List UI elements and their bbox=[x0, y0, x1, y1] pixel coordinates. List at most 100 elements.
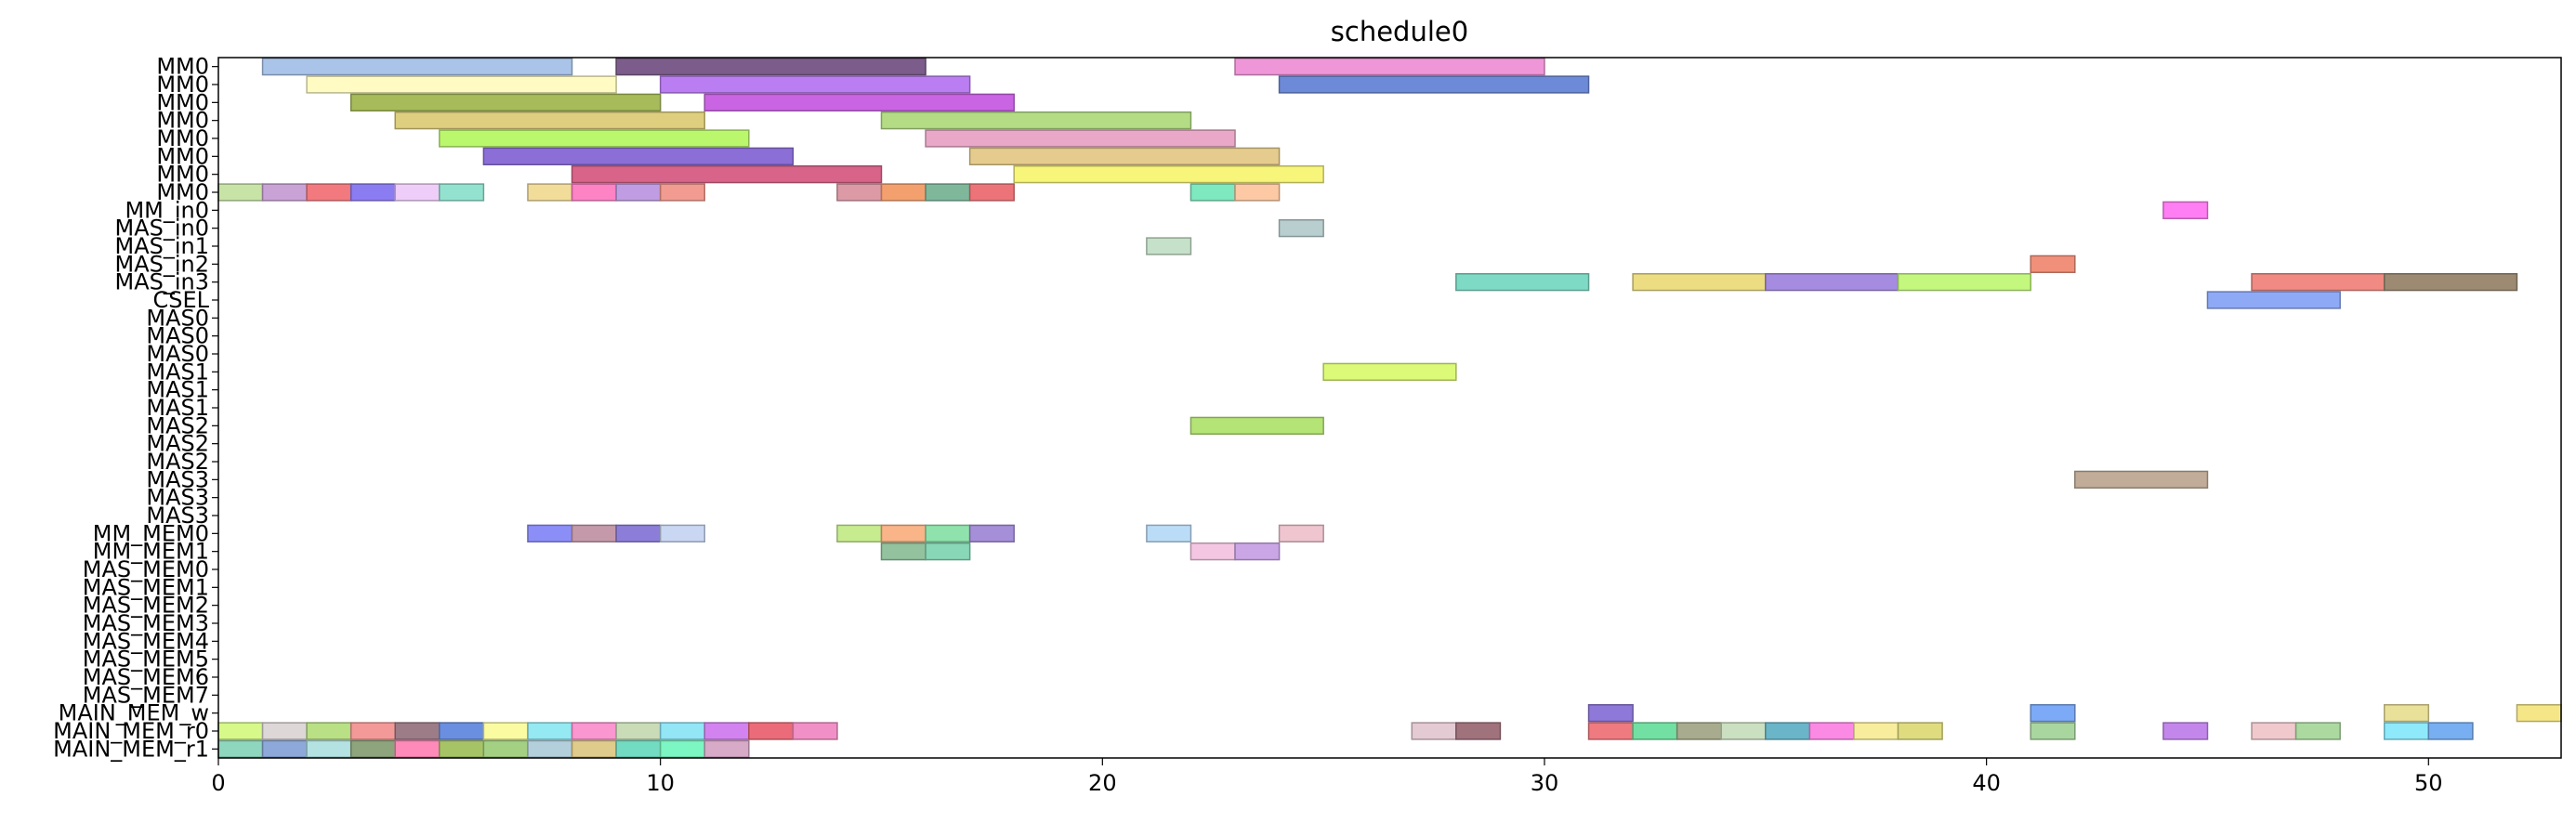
task-bar bbox=[615, 58, 927, 76]
task-bar bbox=[482, 722, 529, 740]
task-bar bbox=[1765, 722, 1811, 740]
task-bar bbox=[261, 58, 573, 76]
y-tick-label: MAS3 bbox=[146, 466, 209, 492]
task-bar bbox=[1853, 722, 1899, 740]
task-bar bbox=[880, 111, 1192, 130]
y-tick-label: MM_in0 bbox=[125, 197, 209, 223]
task-bar bbox=[482, 147, 795, 165]
task-bar bbox=[615, 183, 662, 202]
x-tick-label: 20 bbox=[1088, 770, 1117, 796]
task-bar bbox=[703, 722, 750, 740]
y-axis: MM0MM0MM0MM0MM0MM0MM0MM0MM_in0MAS_in0MAS… bbox=[53, 54, 218, 762]
y-tick-label: MAS2 bbox=[146, 412, 209, 438]
task-bar bbox=[394, 722, 440, 740]
y-tick-label: MM0 bbox=[156, 89, 209, 115]
chart-title: schedule0 bbox=[1331, 16, 1468, 47]
y-tick-label: MAS_MEM5 bbox=[83, 647, 209, 673]
task-bar bbox=[2030, 722, 2076, 740]
task-bar bbox=[1278, 219, 1324, 238]
task-bar bbox=[2427, 722, 2474, 740]
task-bar bbox=[306, 722, 352, 740]
task-bar bbox=[439, 739, 485, 758]
task-bar bbox=[1632, 273, 1767, 292]
x-tick-label: 10 bbox=[646, 770, 675, 796]
y-tick-label: MAIN_MEM_r1 bbox=[53, 736, 209, 762]
y-tick-label: CSEL bbox=[152, 287, 209, 313]
task-bar bbox=[2206, 291, 2341, 309]
task-bar bbox=[527, 722, 573, 740]
task-bar bbox=[968, 147, 1281, 165]
task-bar bbox=[349, 722, 397, 740]
task-bar bbox=[2383, 273, 2518, 292]
task-bar bbox=[925, 129, 1236, 148]
task-bar bbox=[1013, 165, 1324, 184]
y-tick-label: MM0 bbox=[156, 72, 209, 98]
task-bar bbox=[527, 183, 573, 202]
task-bar bbox=[349, 93, 662, 111]
task-bar bbox=[792, 722, 838, 740]
task-bar bbox=[1587, 704, 1634, 723]
y-tick-label: MAS_MEM7 bbox=[83, 682, 209, 708]
y-tick-label: MAS_in3 bbox=[114, 269, 209, 295]
y-tick-label: MM0 bbox=[156, 162, 209, 188]
y-tick-label: MAS_in0 bbox=[114, 216, 209, 242]
task-bar bbox=[2516, 704, 2562, 723]
task-bar bbox=[1897, 273, 2031, 292]
task-bar bbox=[1146, 237, 1192, 255]
y-tick-label: MAS0 bbox=[146, 305, 209, 331]
task-bar bbox=[1897, 722, 1943, 740]
task-bar bbox=[1234, 542, 1281, 561]
y-tick-label: MAS_MEM4 bbox=[83, 628, 209, 654]
y-tick-label: MAS3 bbox=[146, 485, 209, 511]
y-tick-label: MAS_MEM6 bbox=[83, 664, 209, 690]
task-bar bbox=[349, 739, 397, 758]
y-tick-label: MAS0 bbox=[146, 341, 209, 367]
task-bar bbox=[261, 722, 308, 740]
task-bar bbox=[1189, 183, 1236, 202]
task-bar bbox=[925, 542, 971, 561]
task-bar bbox=[1632, 722, 1678, 740]
task-bar bbox=[1676, 722, 1723, 740]
y-tick-label: MAS1 bbox=[146, 377, 209, 403]
task-bar bbox=[527, 739, 573, 758]
y-tick-label: MAIN_MEM_w bbox=[59, 700, 209, 726]
task-bar bbox=[659, 722, 705, 740]
task-bar bbox=[571, 165, 883, 184]
task-bar bbox=[836, 524, 883, 542]
task-bar bbox=[349, 183, 397, 202]
y-tick-label: MM0 bbox=[156, 108, 209, 134]
y-tick-label: MAS_MEM1 bbox=[83, 574, 209, 600]
y-tick-label: MAS2 bbox=[146, 431, 209, 457]
y-tick-label: MAIN_MEM_r0 bbox=[53, 718, 209, 744]
x-tick-label: 0 bbox=[211, 770, 225, 796]
task-bars bbox=[217, 58, 2562, 758]
task-bar bbox=[1411, 722, 1457, 740]
task-bar bbox=[925, 524, 971, 542]
task-bar bbox=[880, 524, 927, 542]
task-bar bbox=[217, 722, 264, 740]
task-bar bbox=[836, 183, 883, 202]
task-bar bbox=[1234, 183, 1281, 202]
task-bar bbox=[2162, 722, 2209, 740]
task-bar bbox=[439, 722, 485, 740]
y-tick-label: MAS_in1 bbox=[114, 233, 209, 259]
x-tick-label: 40 bbox=[1972, 770, 2001, 796]
task-bar bbox=[1587, 722, 1634, 740]
task-bar bbox=[968, 524, 1015, 542]
task-bar bbox=[571, 183, 617, 202]
task-bar bbox=[1720, 722, 1767, 740]
task-bar bbox=[2251, 273, 2385, 292]
task-bar bbox=[439, 183, 485, 202]
task-bar bbox=[703, 93, 1015, 111]
y-tick-label: MAS1 bbox=[146, 395, 209, 421]
task-bar bbox=[659, 75, 971, 94]
task-bar bbox=[306, 739, 352, 758]
task-bar bbox=[2251, 722, 2297, 740]
task-bar bbox=[2030, 704, 2076, 723]
task-bar bbox=[571, 524, 617, 542]
task-bar bbox=[1278, 75, 1590, 94]
x-tick-label: 30 bbox=[1531, 770, 1559, 796]
task-bar bbox=[968, 183, 1015, 202]
y-tick-label: MAS1 bbox=[146, 359, 209, 385]
